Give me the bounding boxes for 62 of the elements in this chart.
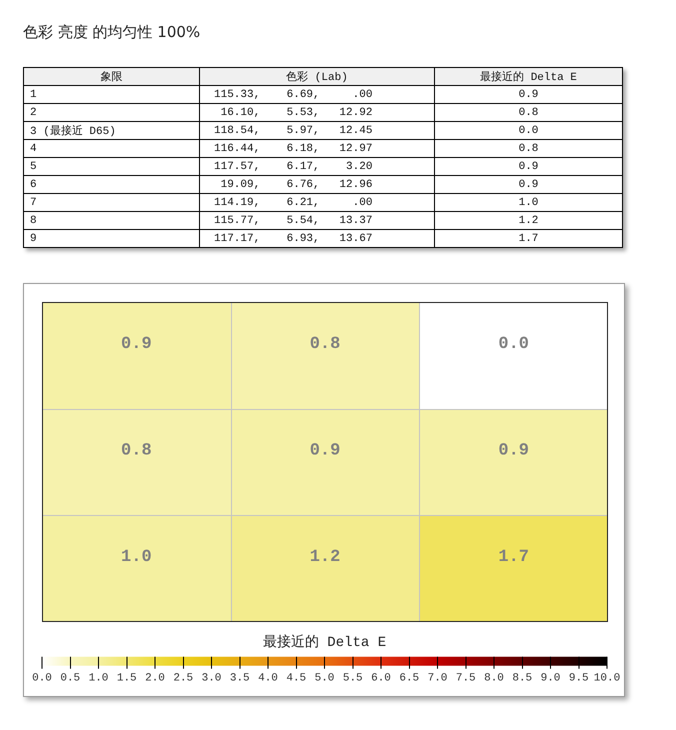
text: 1.0 [434,194,622,212]
color-bar-label: 6.0 [371,672,391,684]
text: 0.9 [434,158,622,176]
color-bar-label: 3.5 [230,672,250,684]
data-label: 0.8 [310,334,340,354]
text: 4 [24,140,200,158]
text: 0.8 [434,140,622,158]
data-label: 0.9 [310,442,340,461]
text: 5 [24,158,200,176]
text: 最接近的 Delta E [434,68,622,86]
color-bar-label: 6.5 [399,672,420,684]
data-label: 1.2 [310,548,340,568]
data-label: 0.9 [121,334,152,354]
color-bar-label: 5.0 [314,672,334,684]
text: 象限 [24,68,200,86]
color-bar-label: 8.0 [484,672,504,684]
color-bar-label: 1.5 [116,672,137,684]
text: 114.19, 6.21, .00 [200,194,434,212]
text: 1.2 [434,212,622,230]
color-bar-label: 1.0 [88,672,108,684]
text: 8 [24,212,200,230]
data-label: 0.0 [498,334,529,354]
text: 117.57, 6.17, 3.20 [200,158,434,176]
data-label: 0.9 [498,442,529,461]
text: 色彩 亮度 的均匀性 100% [23,22,202,42]
color-bar-title: 最接近的 Delta E [262,634,386,652]
text: 0.9 [434,86,622,104]
color-bar-label: 0.5 [60,672,80,684]
data-label: 0.8 [121,442,152,461]
color-bar-label: 4.5 [286,672,306,684]
text: 115.77, 5.54, 13.37 [200,212,434,230]
color-bar-label: 2.5 [173,672,194,684]
color-bar-label: 2.0 [145,672,165,684]
text: 0.8 [434,104,622,122]
text: 2 [24,104,200,122]
text: 0.0 [434,122,622,140]
data-label: 1.7 [498,548,529,568]
color-bar-label: 8.5 [512,672,532,684]
text: 19.09, 6.76, 12.96 [200,176,434,194]
color-bar-label: 4.0 [258,672,278,684]
data-label: 1.0 [121,548,152,568]
text: 16.10, 5.53, 12.92 [200,104,434,122]
color-bar-label: 10.0 [594,672,620,684]
text: 117.17, 6.93, 13.67 [200,230,434,248]
text: 1 [24,86,200,104]
text: 118.54, 5.97, 12.45 [200,122,434,140]
text: 116.44, 6.18, 12.97 [200,140,434,158]
text: 3 (最接近 D65) [24,122,200,140]
color-bar-label: 7.5 [456,672,476,684]
text: 6 [24,176,200,194]
color-bar-label: 5.5 [342,672,363,684]
text: 色彩 (Lab) [200,68,434,86]
text: 9 [24,230,200,248]
text: 7 [24,194,200,212]
color-bar-label: 9.5 [568,672,589,684]
text: 0.9 [434,176,622,194]
color-bar-label: 9.0 [540,672,560,684]
text: 115.33, 6.69, .00 [200,86,434,104]
color-bar-label: 3.0 [202,672,222,684]
color-bar-label: 0.0 [32,672,52,684]
text: 1.7 [434,230,622,248]
color-bar-label: 7.0 [428,672,448,684]
